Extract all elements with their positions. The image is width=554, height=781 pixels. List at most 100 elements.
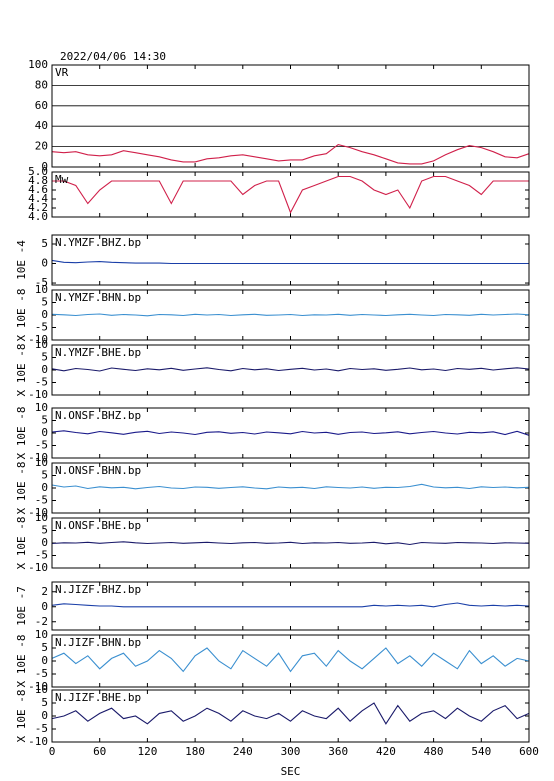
y-tick-label: -5 [35,276,48,289]
y-tick-label: 0 [41,654,48,667]
x-axis-label: SEC [281,765,301,778]
panel-frame [51,517,530,569]
panel-label: N.ONSF.BHN.bp [55,464,141,477]
y-tick-label: 0 [41,536,48,549]
y-tick-label: 5 [41,237,48,250]
y-tick-label: 20 [35,140,48,153]
x-tick-label: 120 [137,745,157,758]
trace [51,313,530,317]
y-tick-label: 0 [41,600,48,613]
panel-label: N.JIZF.BHE.bp [55,691,141,704]
y-tick-label: 0 [41,308,48,321]
unit-label: X 10E -8 [15,289,28,342]
panel-label: Mw [55,173,69,186]
y-tick-label: 80 [35,78,48,91]
y-tick-label: 10 [35,338,48,351]
panel-frame [51,407,530,459]
panel-label: N.YMZF.BHE.bp [55,346,141,359]
y-tick-label: 5 [41,414,48,427]
panel-frame [51,689,530,743]
x-tick-label: 360 [328,745,348,758]
y-tick-label: 0 [41,363,48,376]
y-tick-label: -5 [35,549,48,562]
y-tick-label: 0 [41,481,48,494]
x-tick-label: 180 [185,745,205,758]
unit-label: 10E -7 [15,586,28,626]
unit-label: 10E -4 [15,240,28,280]
panel-frame [51,581,530,631]
y-tick-label: 10 [35,283,48,296]
y-tick-label: -10 [28,333,48,346]
panel-frame [51,344,530,396]
y-tick-label: -10 [28,506,48,519]
y-tick-label: 4.4 [28,192,48,205]
y-tick-label: -5 [35,321,48,334]
trace [51,602,530,608]
trace [52,175,529,214]
panel-label: N.YMZF.BHN.bp [55,291,141,304]
y-tick-label: 0 [41,709,48,722]
y-tick-label: -2 [35,615,48,628]
x-tick-label: 240 [233,745,253,758]
y-tick-label: -5 [35,722,48,735]
y-tick-label: 4.6 [28,183,48,196]
panel-label: N.JIZF.BHN.bp [55,636,141,649]
x-tick-label: 480 [424,745,444,758]
y-tick-label: 5.0 [28,165,48,178]
x-tick-label: 600 [519,745,539,758]
y-tick-label: 5 [41,469,48,482]
panel-frame [51,234,530,286]
panel-label: N.YMZF.BHZ.bp [55,236,141,249]
panel-label: N.JIZF.BHZ.bp [55,583,141,596]
y-tick-label: -5 [35,667,48,680]
y-tick-label: 10 [35,401,48,414]
y-tick-label: 10 [35,511,48,524]
trace [51,430,530,436]
panel-label: N.ONSF.BHE.bp [55,519,141,532]
trace [51,647,530,673]
y-tick-label: -10 [28,680,48,693]
y-tick-label: 4.2 [28,201,48,214]
y-tick-label: -5 [35,439,48,452]
y-tick-label: 5 [41,351,48,364]
panel-label: N.ONSF.BHZ.bp [55,409,141,422]
trace [51,483,530,490]
panel-frame [51,289,530,341]
y-tick-label: 4.0 [28,210,48,223]
panel-frame [51,634,530,688]
trace [51,259,529,265]
panel-label: VR [55,66,69,79]
x-tick-label: 420 [376,745,396,758]
y-tick-label: 10 [35,456,48,469]
y-tick-label: 4.8 [28,174,48,187]
y-tick-label: -10 [28,735,48,748]
x-tick-label: 300 [281,745,301,758]
y-tick-label: 40 [35,119,48,132]
y-tick-label: 5 [41,524,48,537]
unit-label: X 10E -8 [15,690,28,743]
y-tick-label: 5 [41,296,48,309]
y-tick-label: 0 [41,426,48,439]
panel-frame [51,171,530,218]
unit-label: X 10E -8 [15,635,28,688]
trace [51,541,530,546]
y-tick-label: 5 [41,641,48,654]
trace [51,367,530,372]
unit-label: X 10E -8 [15,462,28,515]
unit-label: X 10E -8 [15,407,28,460]
y-tick-label: -5 [35,494,48,507]
trace [51,144,530,165]
y-tick-label: 2 [41,585,48,598]
y-tick-label: 5 [41,696,48,709]
chart-title: 2022/04/06 14:30 [60,50,166,63]
unit-label: X 10E -8 [15,344,28,397]
panel-frame [51,462,530,514]
y-tick-label: -10 [28,388,48,401]
y-tick-label: 60 [35,99,48,112]
y-tick-label: 0 [41,160,48,173]
x-tick-label: 0 [49,745,56,758]
y-tick-label: -5 [35,376,48,389]
y-tick-label: 10 [35,683,48,696]
x-tick-label: 540 [471,745,491,758]
